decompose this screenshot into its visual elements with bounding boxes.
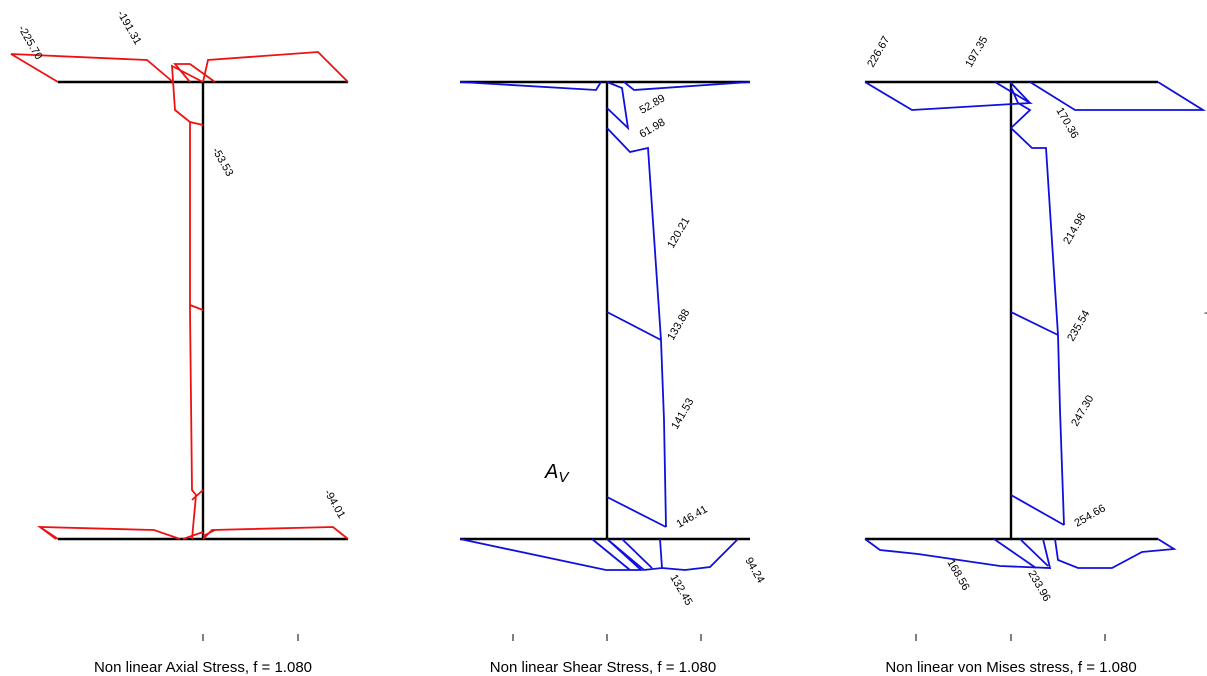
- shear-area-letter: A: [544, 461, 558, 483]
- shear-label-1: 61.98: [638, 116, 668, 140]
- shear-area-subscript: V: [558, 469, 570, 486]
- shear-label-0: 52.89: [638, 92, 668, 116]
- von-mises-label-0: 226.67: [865, 34, 892, 69]
- stray-mark: -: [1204, 307, 1207, 319]
- axial-ticks: [202, 634, 299, 641]
- axial-label-2: -53.53: [209, 146, 235, 179]
- axial-stress-curve: [10, 51, 349, 540]
- axial-stress-panel: -225.70 -191.31 -53.53 -94.01 Non linear…: [10, 9, 349, 676]
- shear-label-4: 141.53: [669, 396, 696, 431]
- von-mises-label-4: 235.54: [1065, 308, 1092, 343]
- von-mises-ticks: [915, 634, 1106, 641]
- shear-label-7: 94.24: [742, 556, 766, 586]
- axial-label-1: -191.31: [114, 9, 143, 47]
- shear-section-outline: [460, 80, 750, 541]
- von-mises-section-outline: [865, 80, 1158, 541]
- shear-stress-panel: 52.89 61.98 120.21 133.88 141.53 146.41 …: [459, 80, 767, 676]
- von-mises-label-8: 233.96: [1025, 569, 1052, 604]
- shear-label-5: 146.41: [675, 503, 710, 530]
- shear-title: Non linear Shear Stress, f = 1.080: [490, 659, 716, 676]
- von-mises-label-7: 168.56: [944, 558, 971, 593]
- von-mises-title: Non linear von Mises stress, f = 1.080: [885, 659, 1136, 676]
- shear-ticks: [512, 634, 702, 641]
- axial-label-0: -225.70: [15, 24, 44, 62]
- von-mises-curve: [864, 81, 1207, 569]
- von-mises-label-1: 197.35: [963, 34, 990, 69]
- von-mises-label-6: 254.66: [1073, 502, 1108, 529]
- axial-label-3: -94.01: [321, 488, 347, 521]
- shear-area-label: AV: [544, 461, 570, 486]
- shear-label-3: 133.88: [665, 307, 692, 342]
- shear-label-2: 120.21: [665, 215, 692, 250]
- axial-section-outline: [58, 80, 348, 541]
- axial-title: Non linear Axial Stress, f = 1.080: [94, 659, 312, 676]
- shear-stress-curve: [459, 81, 751, 571]
- von-mises-panel: 226.67 197.35 170.36 214.98 235.54 247.3…: [864, 34, 1207, 676]
- von-mises-label-3: 214.98: [1061, 211, 1088, 246]
- von-mises-label-5: 247.30: [1069, 393, 1096, 428]
- shear-label-6: 132.45: [667, 573, 694, 608]
